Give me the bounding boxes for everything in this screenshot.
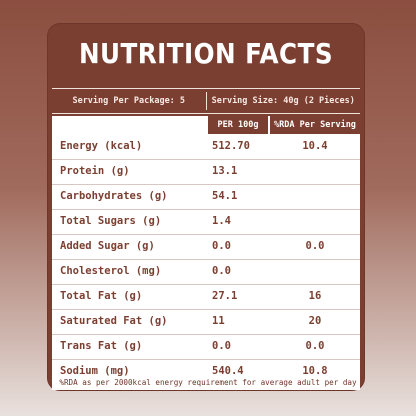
row-rda — [270, 209, 360, 234]
table-row-carbohydrates: Carbohydrates (g) 54.1 — [52, 184, 360, 210]
row-label: Added Sugar (g) — [60, 240, 155, 252]
table-header: PER 100g %RDA Per Serving — [52, 116, 360, 134]
row-rda — [270, 159, 360, 184]
row-label: Saturated Fat (g) — [60, 315, 168, 327]
table-row-total-fat: Total Fat (g) 27.1 16 — [52, 284, 360, 310]
row-label: Sodium (mg) — [60, 365, 130, 377]
row-rda — [270, 184, 360, 209]
rda-footnote: %RDA as per 2000kcal energy requirement … — [59, 378, 357, 387]
row-label: Energy (kcal) — [60, 140, 143, 152]
row-per100: 0.0 — [212, 340, 231, 352]
row-label: Total Sugars (g) — [60, 215, 162, 227]
row-rda: 10.4 — [302, 140, 328, 152]
table-row-protein: Protein (g) 13.1 — [52, 159, 360, 185]
row-rda: 0.0 — [305, 340, 325, 352]
panel-title: NUTRITION FACTS — [78, 37, 334, 70]
row-per100: 1.4 — [212, 215, 231, 227]
row-label: Trans Fat (g) — [60, 340, 143, 352]
nutrition-panel: NUTRITION FACTS Serving Per Package: 5 S… — [48, 24, 364, 390]
row-per100: 11 — [212, 315, 225, 327]
row-per100: 0.0 — [212, 265, 231, 277]
nutrition-table: PER 100g %RDA Per Serving Energy (kcal) … — [52, 116, 360, 390]
row-label: Cholesterol (mg) — [60, 265, 162, 277]
row-per100: 54.1 — [212, 190, 238, 202]
row-rda: 0.0 — [305, 240, 325, 252]
row-rda: 20 — [308, 315, 322, 327]
row-per100: 540.4 — [212, 365, 244, 377]
serving-divider — [205, 92, 207, 110]
serving-size: Serving Size: 40g (2 Pieces) — [211, 96, 355, 106]
row-label: Total Fat (g) — [60, 290, 143, 302]
row-per100: 13.1 — [212, 165, 238, 177]
column-header-rda: %RDA Per Serving — [270, 116, 360, 134]
table-row-energy: Energy (kcal) 512.70 10.4 — [52, 134, 360, 160]
table-row-saturated-fat: Saturated Fat (g) 11 20 — [52, 309, 360, 335]
table-row-cholesterol: Cholesterol (mg) 0.0 — [52, 259, 360, 285]
serving-per-package: Serving Per Package: 5 — [72, 96, 186, 106]
table-row-total-sugars: Total Sugars (g) 1.4 — [52, 209, 360, 235]
table-row-sodium: Sodium (mg) 540.4 10.8 — [52, 359, 360, 384]
row-label: Protein (g) — [60, 165, 130, 177]
column-header-per100: PER 100g — [208, 116, 268, 134]
row-per100: 512.70 — [212, 140, 250, 152]
row-label: Carbohydrates (g) — [60, 190, 168, 202]
serving-info-row: Serving Per Package: 5 Serving Size: 40g… — [52, 88, 360, 114]
table-row-added-sugar: Added Sugar (g) 0.0 0.0 — [52, 234, 360, 260]
row-rda: 10.8 — [302, 365, 328, 377]
row-per100: 0.0 — [212, 240, 231, 252]
table-row-trans-fat: Trans Fat (g) 0.0 0.0 — [52, 334, 360, 360]
row-rda: 16 — [308, 290, 322, 302]
row-per100: 27.1 — [212, 290, 238, 302]
row-rda — [270, 259, 360, 284]
